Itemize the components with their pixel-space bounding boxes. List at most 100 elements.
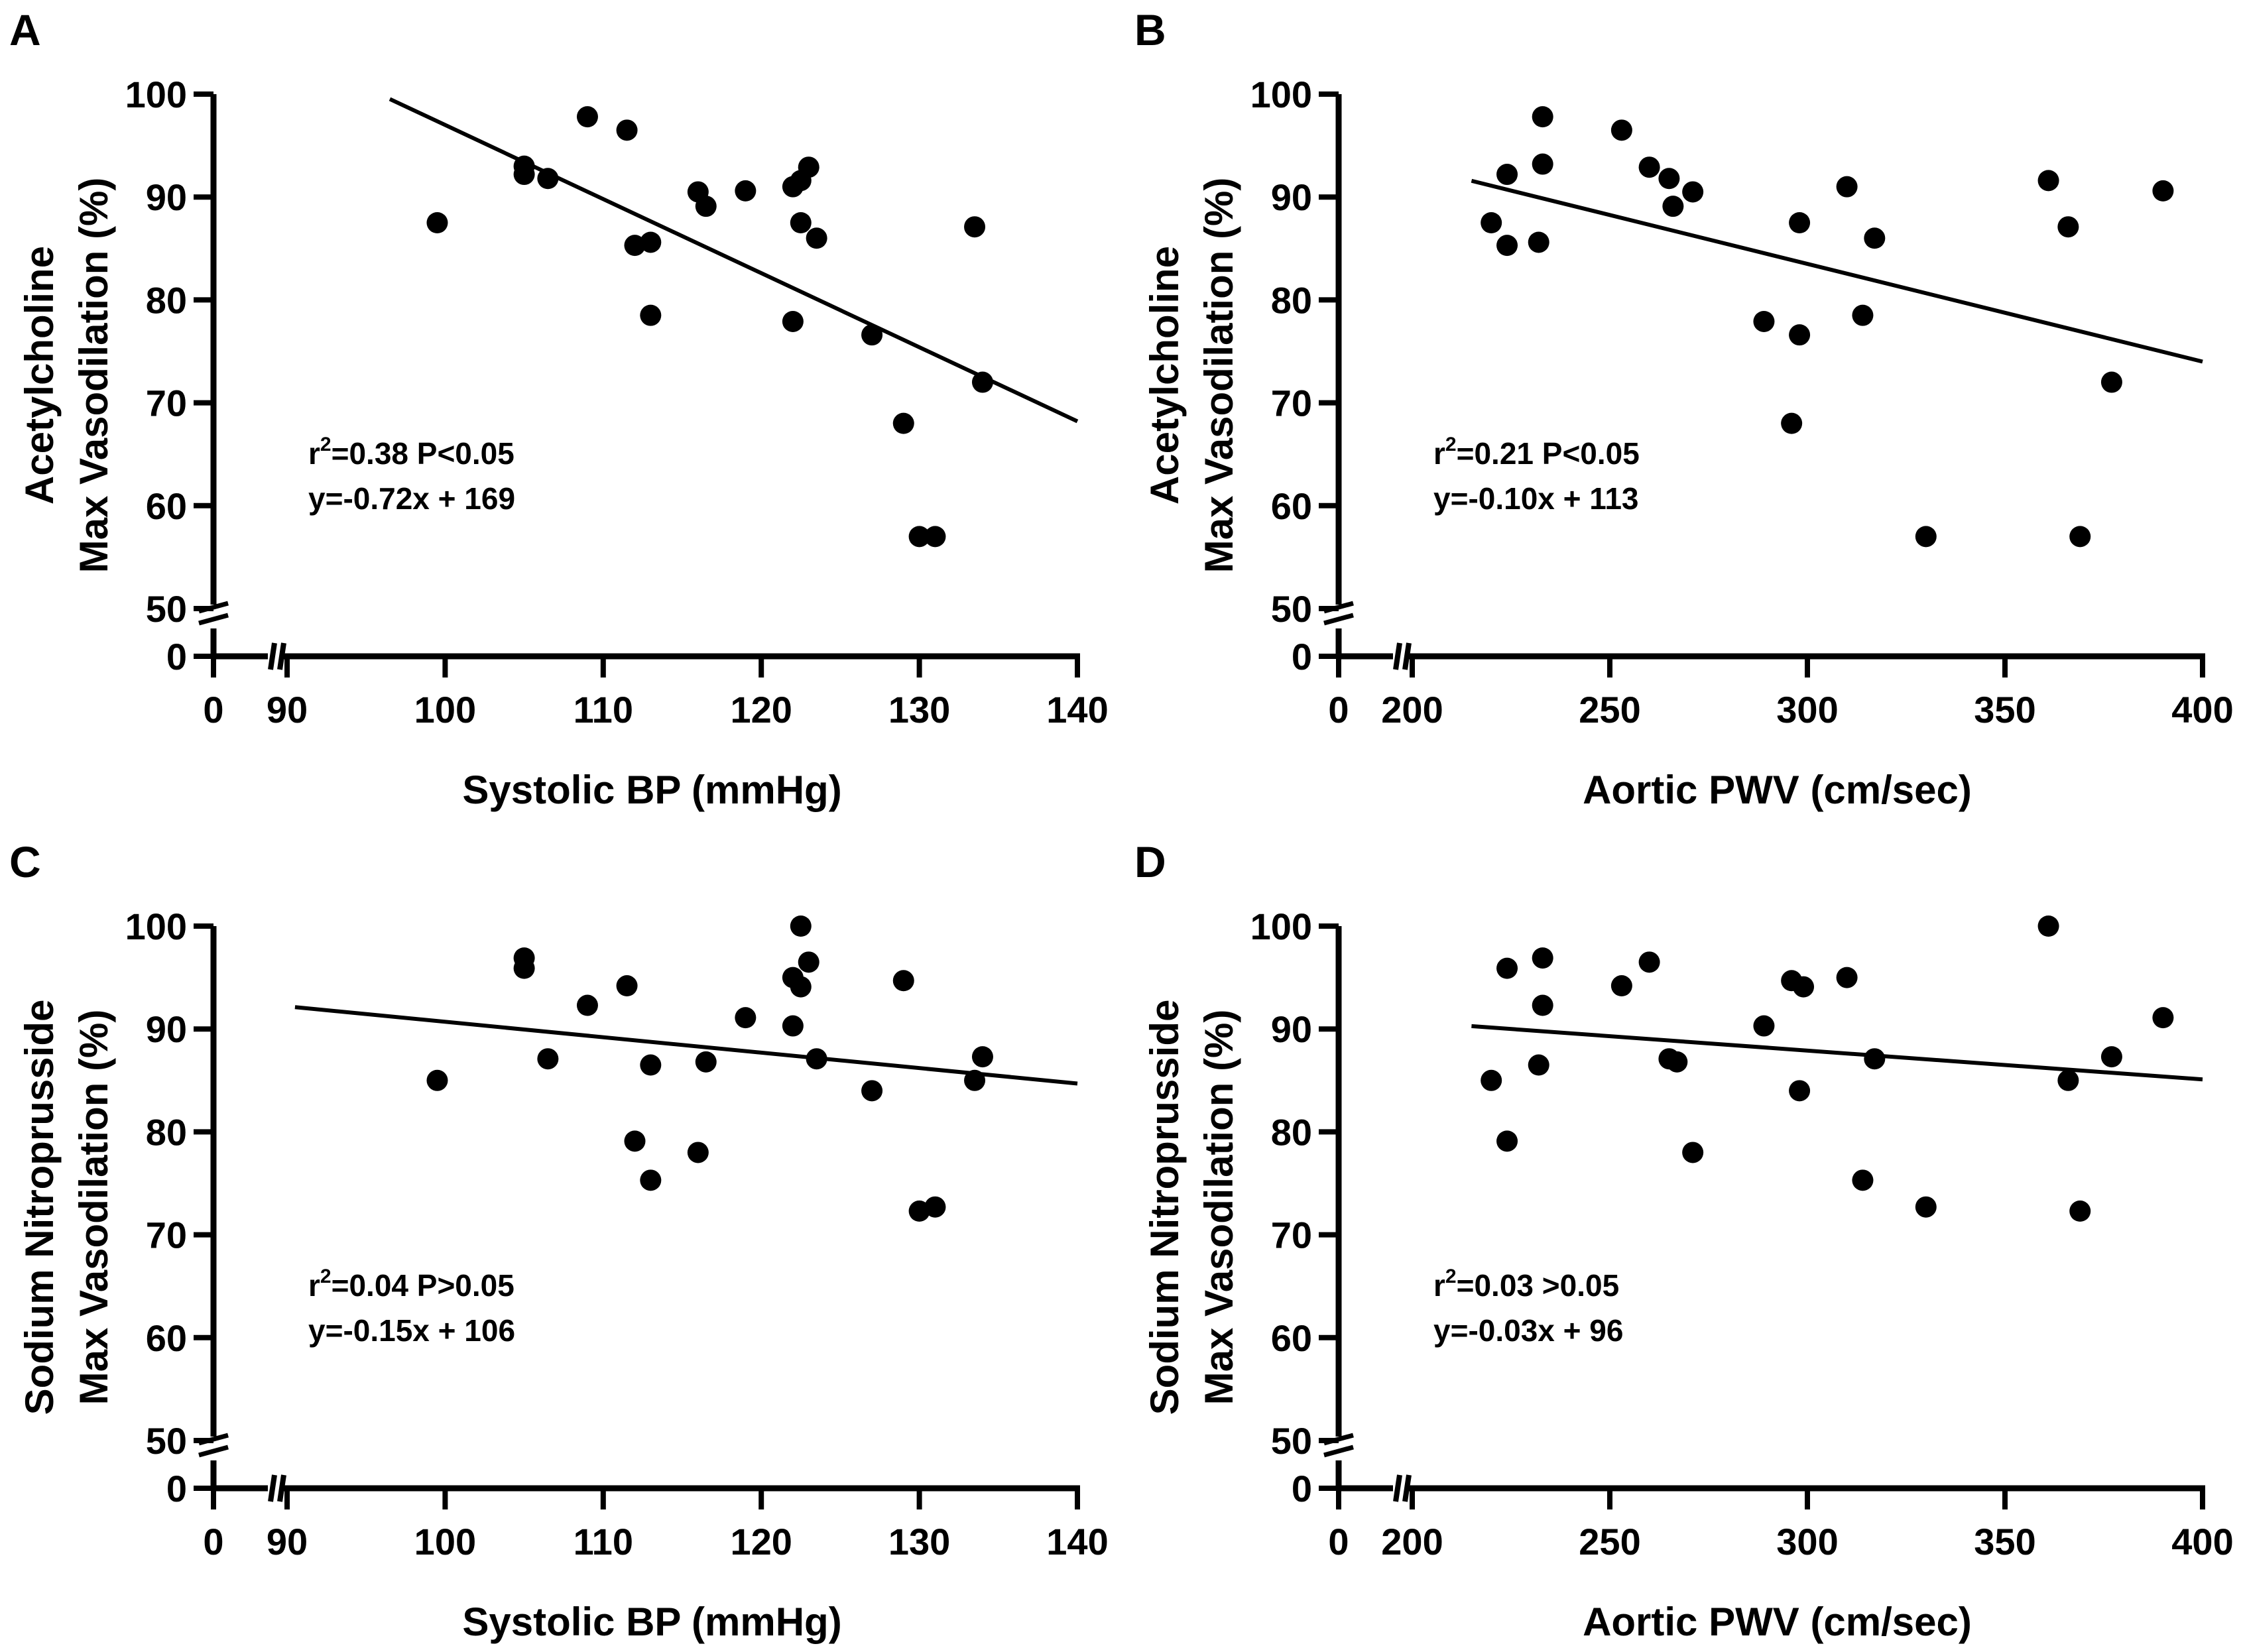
- annotation-r2: r2=0.21 P<0.05: [1433, 434, 1640, 471]
- data-point: [806, 227, 827, 249]
- annotation-r-superscript: 2: [320, 434, 332, 455]
- data-point: [426, 212, 448, 233]
- x-tick-label: 350: [1974, 689, 2035, 731]
- data-point: [426, 1069, 448, 1091]
- data-point: [616, 975, 638, 997]
- annotation-r-superscript: 2: [320, 1266, 332, 1287]
- x-axis-title: Aortic PWV (cm/sec): [1583, 1600, 1972, 1644]
- data-point: [1666, 1051, 1688, 1073]
- panel-d: D 50 60 70 80 90 100 00 200 250 300 350 400 Aortic PW…: [1134, 837, 2234, 1644]
- data-point: [640, 1169, 662, 1191]
- data-point: [1638, 156, 1660, 178]
- annotation-r-value: =0.21 P<0.05: [1457, 436, 1640, 471]
- y-axis-break-mark: [1323, 1445, 1354, 1458]
- data-point: [908, 526, 930, 548]
- x-tick-label: 300: [1776, 689, 1838, 731]
- annotation-r2: r2=0.04 P>0.05: [308, 1266, 515, 1303]
- panel-letter: C: [9, 837, 41, 886]
- y-tick-label: 70: [146, 1214, 187, 1256]
- y-axis-break-mark: [1323, 613, 1354, 626]
- y-tick-zero-label: 0: [166, 636, 187, 678]
- y-tick-label: 60: [146, 485, 187, 527]
- data-point: [513, 957, 535, 979]
- annotation-r-value: =0.38 P<0.05: [332, 436, 515, 471]
- y-axis-title-line1: Acetylcholine: [1142, 246, 1187, 504]
- data-point: [790, 915, 812, 937]
- y-tick-label: 60: [1271, 1317, 1312, 1359]
- panel-letter: D: [1134, 837, 1166, 886]
- annotation-r-value: =0.03 >0.05: [1457, 1268, 1620, 1303]
- x-axis-title: Systolic BP (mmHg): [462, 768, 841, 812]
- data-point: [640, 304, 662, 326]
- data-point: [735, 1007, 757, 1029]
- x-axis-break-mark: [277, 642, 286, 670]
- x-tick-zero-label: 0: [203, 689, 223, 731]
- y-tick-label: 80: [1271, 1111, 1312, 1153]
- annotation-r2: r2=0.38 P<0.05: [308, 434, 515, 471]
- y-tick-label: 70: [146, 383, 187, 424]
- y-tick-label: 90: [1271, 1008, 1312, 1050]
- data-point: [576, 106, 598, 128]
- x-tick-label: 400: [2171, 1521, 2233, 1563]
- annotation-equation: y=-0.72x + 169: [308, 481, 515, 516]
- y-axis-title-line1: Sodium Nitroprusside: [1142, 1000, 1187, 1415]
- x-tick-label: 350: [1974, 1521, 2035, 1563]
- panel-c: C 50 60 70 80 90 100 00 90 100 110 120 130 140 Systoli…: [9, 837, 1109, 1644]
- y-tick-label: 70: [1271, 383, 1312, 424]
- x-axis-break-mark: [268, 642, 277, 670]
- x-tick-label: 140: [1046, 689, 1108, 731]
- x-tick-zero-label: 0: [1328, 689, 1349, 731]
- data-point: [1864, 1048, 1886, 1070]
- y-axis-title-line2: Max Vasodilation (%): [1197, 178, 1241, 573]
- data-point: [1496, 1130, 1518, 1152]
- y-tick-label: 50: [146, 1420, 187, 1462]
- panel-letter: B: [1134, 5, 1166, 54]
- y-axis-title-line2: Max Vasodilation (%): [72, 178, 116, 573]
- panel-b: B 50 60 70 80 90 100 00 200 250 300 350 400 Aortic PW…: [1134, 5, 2234, 812]
- regression-line: [1471, 1024, 2203, 1082]
- y-tick-label: 100: [125, 906, 187, 947]
- data-point: [616, 119, 638, 141]
- data-point: [2100, 1046, 2122, 1068]
- data-point: [1789, 212, 1811, 233]
- y-tick-label: 80: [146, 279, 187, 321]
- data-point: [537, 168, 559, 190]
- data-point: [1836, 967, 1858, 988]
- x-tick-break-label: 200: [1381, 1521, 1443, 1563]
- data-point: [964, 216, 986, 238]
- data-point: [798, 951, 819, 973]
- y-tick-label: 80: [146, 1111, 187, 1153]
- y-tick-label: 100: [1250, 906, 1312, 947]
- x-tick-label: 130: [888, 689, 950, 731]
- y-tick-label: 90: [146, 176, 187, 218]
- data-point: [1836, 176, 1858, 198]
- x-tick-label: 130: [888, 1521, 950, 1563]
- x-axis-title: Systolic BP (mmHg): [462, 1600, 841, 1644]
- data-point: [2152, 180, 2174, 202]
- data-point: [1532, 106, 1553, 128]
- data-point: [1864, 227, 1886, 249]
- annotation-equation: y=-0.10x + 113: [1433, 481, 1639, 516]
- data-point: [640, 231, 662, 253]
- data-point: [576, 994, 598, 1016]
- y-tick-label: 50: [1271, 1420, 1312, 1462]
- data-point: [624, 235, 646, 257]
- data-point: [1610, 119, 1632, 141]
- y-tick-label: 90: [1271, 176, 1312, 218]
- data-point: [1638, 951, 1660, 973]
- data-point: [2069, 1200, 2091, 1222]
- data-point: [695, 196, 717, 217]
- x-axis-break-mark: [1402, 1474, 1412, 1502]
- data-point: [924, 526, 946, 548]
- data-point: [2100, 371, 2122, 393]
- data-point: [1496, 957, 1518, 979]
- data-point: [782, 1015, 804, 1037]
- data-point: [687, 1142, 709, 1163]
- y-tick-label: 80: [1271, 279, 1312, 321]
- annotation-r-superscript: 2: [1445, 434, 1457, 455]
- x-tick-label: 140: [1046, 1521, 1108, 1563]
- data-point: [971, 1046, 993, 1068]
- data-point: [1532, 153, 1553, 175]
- y-tick-label: 60: [1271, 485, 1312, 527]
- data-point: [924, 1196, 946, 1218]
